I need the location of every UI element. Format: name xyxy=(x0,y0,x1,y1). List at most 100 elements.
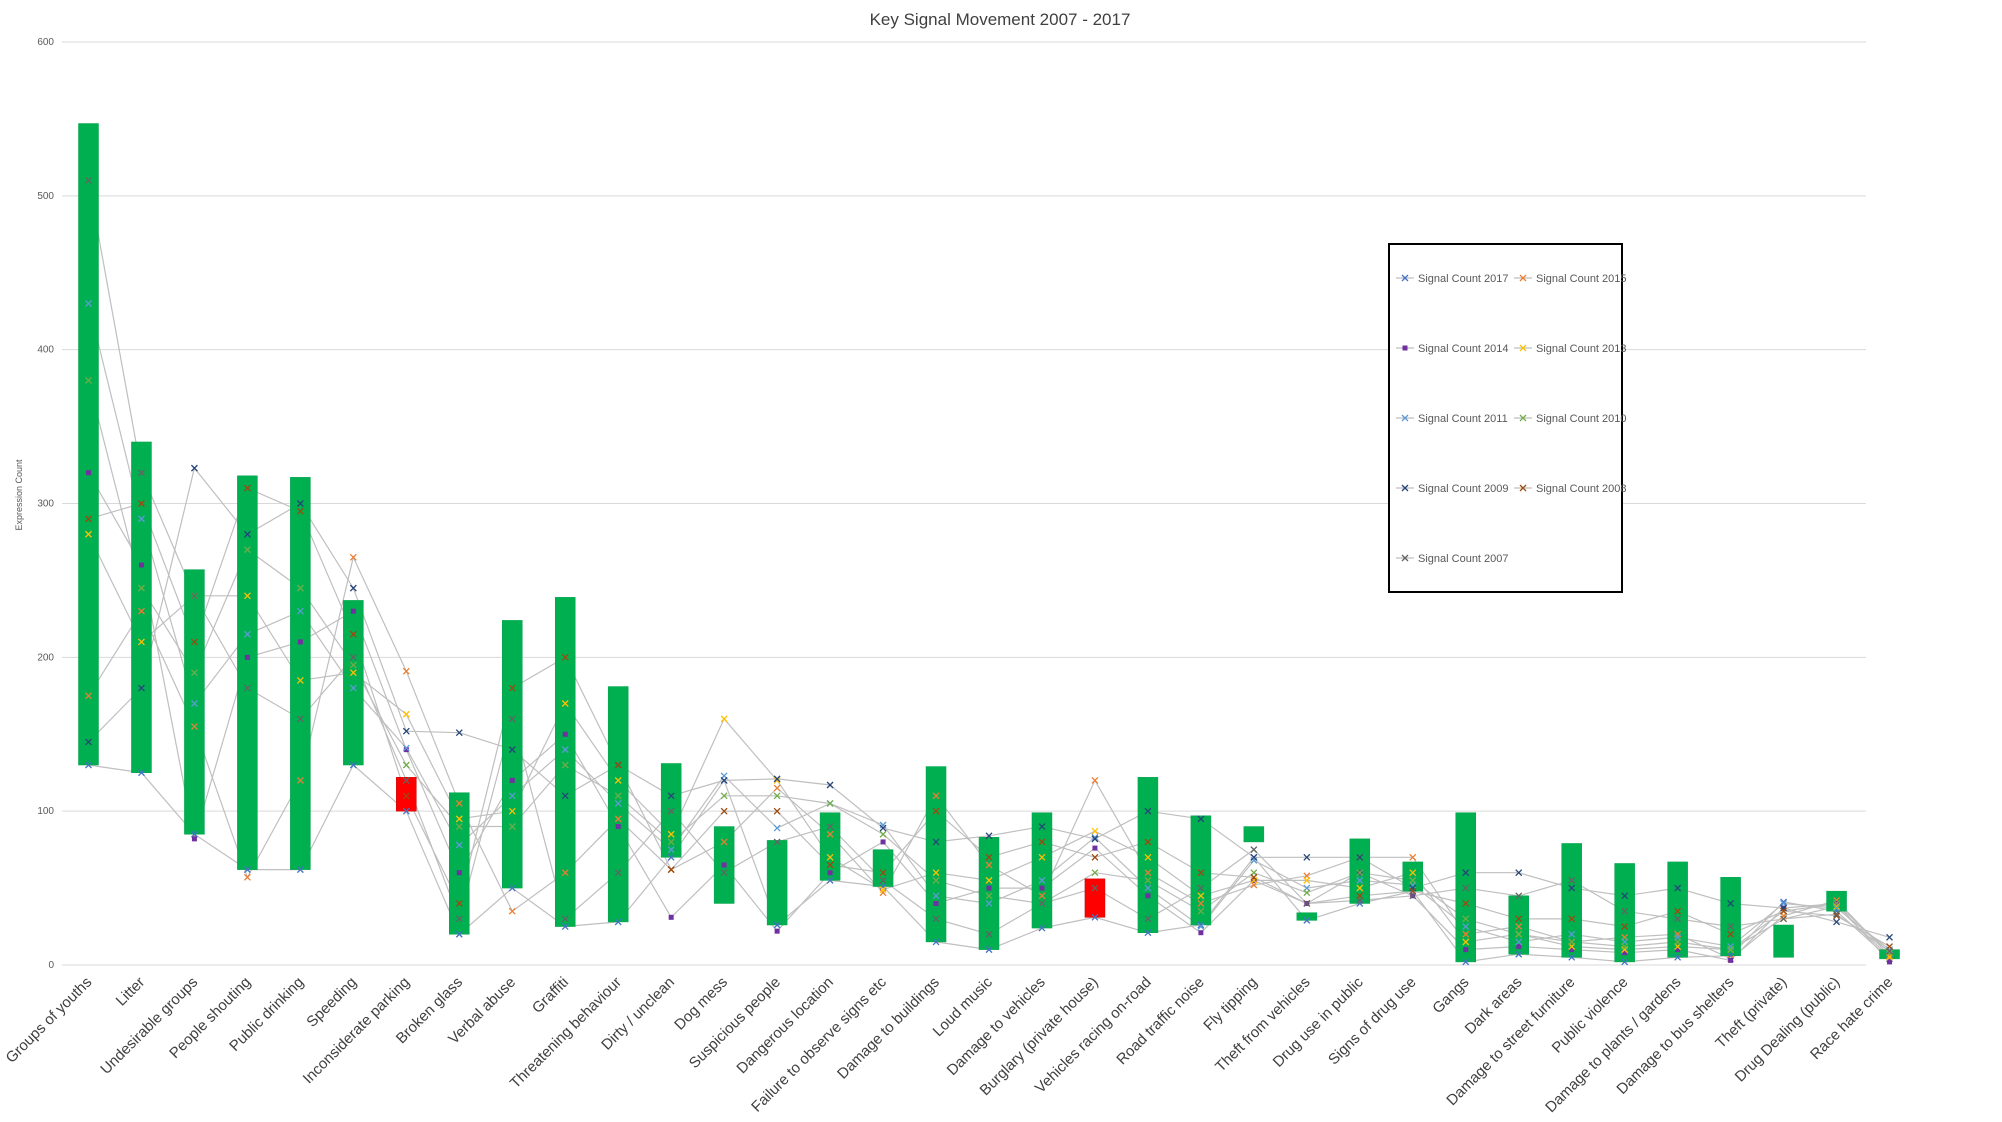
range-bar xyxy=(554,597,576,927)
range-bar xyxy=(396,777,417,812)
data-point xyxy=(85,470,91,476)
data-point xyxy=(455,815,463,823)
data-point xyxy=(1515,892,1523,900)
data-point xyxy=(826,781,834,789)
data-point xyxy=(402,792,410,800)
data-point xyxy=(455,823,463,831)
y-tick-label: 200 xyxy=(37,652,54,663)
data-point xyxy=(561,653,569,661)
data-point xyxy=(932,892,940,900)
data-point xyxy=(243,630,251,638)
data-point xyxy=(1197,892,1205,900)
data-point xyxy=(1833,912,1840,920)
data-point xyxy=(1303,853,1311,861)
data-point xyxy=(773,792,781,800)
data-point xyxy=(1144,869,1152,877)
range-bar xyxy=(978,837,1000,950)
data-point xyxy=(826,861,834,869)
data-point xyxy=(508,792,516,800)
data-point xyxy=(879,876,887,884)
data-point xyxy=(1621,946,1629,954)
data-point xyxy=(1039,885,1045,891)
range-bar xyxy=(1084,878,1106,918)
data-point xyxy=(1409,884,1417,892)
data-point xyxy=(826,853,834,861)
range-bar xyxy=(131,441,152,773)
x-tick-label: Groups of youths xyxy=(3,974,96,1067)
data-point xyxy=(773,824,781,832)
data-point xyxy=(827,870,833,876)
data-point xyxy=(137,638,145,646)
data-point xyxy=(1728,957,1734,963)
data-point xyxy=(243,546,251,554)
data-point xyxy=(614,792,622,800)
data-point xyxy=(137,769,145,777)
data-point xyxy=(1462,938,1470,946)
data-point xyxy=(1727,900,1735,907)
data-point xyxy=(137,584,145,592)
legend-frame xyxy=(1388,243,1623,593)
data-point xyxy=(1727,946,1735,954)
legend-swatch-marker xyxy=(1519,484,1527,492)
data-point xyxy=(667,866,675,874)
data-point xyxy=(1515,915,1523,923)
data-point xyxy=(85,692,92,700)
data-point xyxy=(1727,930,1735,938)
range-bar xyxy=(1190,815,1212,926)
data-point xyxy=(1250,853,1258,861)
legend-items: Signal Count 2017 Signal Count 2015 Signal… xyxy=(1396,273,1627,565)
data-point xyxy=(349,684,357,692)
data-point xyxy=(561,700,569,707)
data-point xyxy=(190,669,198,677)
data-point xyxy=(1303,900,1311,907)
data-point xyxy=(137,500,145,507)
data-point xyxy=(349,653,357,661)
legend-swatch-marker xyxy=(1401,414,1409,422)
data-point xyxy=(932,876,940,884)
data-point xyxy=(508,746,516,754)
data-point xyxy=(614,918,622,926)
range-bar xyxy=(343,600,364,766)
data-point xyxy=(1568,930,1576,938)
x-tick-label: Dangerous location xyxy=(733,974,836,1077)
x-tick-label: Drug use in public xyxy=(1270,973,1367,1070)
data-point xyxy=(508,684,516,692)
data-point xyxy=(85,300,92,307)
data-point xyxy=(1038,838,1046,846)
data-point xyxy=(1675,947,1681,953)
data-point xyxy=(1091,835,1099,843)
data-point xyxy=(1145,893,1151,899)
data-point xyxy=(455,900,463,907)
data-point xyxy=(296,607,304,615)
data-point xyxy=(1356,876,1364,884)
data-point xyxy=(985,946,993,954)
y-tick-label: 500 xyxy=(37,191,54,202)
data-point xyxy=(455,841,463,849)
data-point xyxy=(190,638,198,646)
data-point xyxy=(296,500,304,507)
data-point xyxy=(1886,947,1893,955)
data-point xyxy=(561,792,569,800)
data-point xyxy=(985,832,993,840)
data-point xyxy=(1462,930,1470,938)
data-point xyxy=(1144,838,1152,846)
data-point xyxy=(1038,900,1046,907)
data-point xyxy=(562,731,568,737)
data-point xyxy=(1621,943,1629,950)
data-point xyxy=(879,821,887,829)
legend-label: Signal Count 2011 xyxy=(1418,413,1508,425)
y-tick-label: 300 xyxy=(37,499,54,510)
data-point xyxy=(773,775,781,783)
data-point xyxy=(191,836,197,842)
data-point xyxy=(138,562,144,568)
data-point xyxy=(1621,907,1629,915)
legend-label: Signal Count 2007 xyxy=(1418,553,1509,565)
data-point xyxy=(1516,944,1522,950)
data-point xyxy=(1091,869,1099,877)
data-point xyxy=(826,830,834,838)
data-point xyxy=(1462,884,1470,892)
data-point xyxy=(1197,907,1205,915)
data-point xyxy=(1674,930,1682,938)
data-point xyxy=(296,676,304,684)
